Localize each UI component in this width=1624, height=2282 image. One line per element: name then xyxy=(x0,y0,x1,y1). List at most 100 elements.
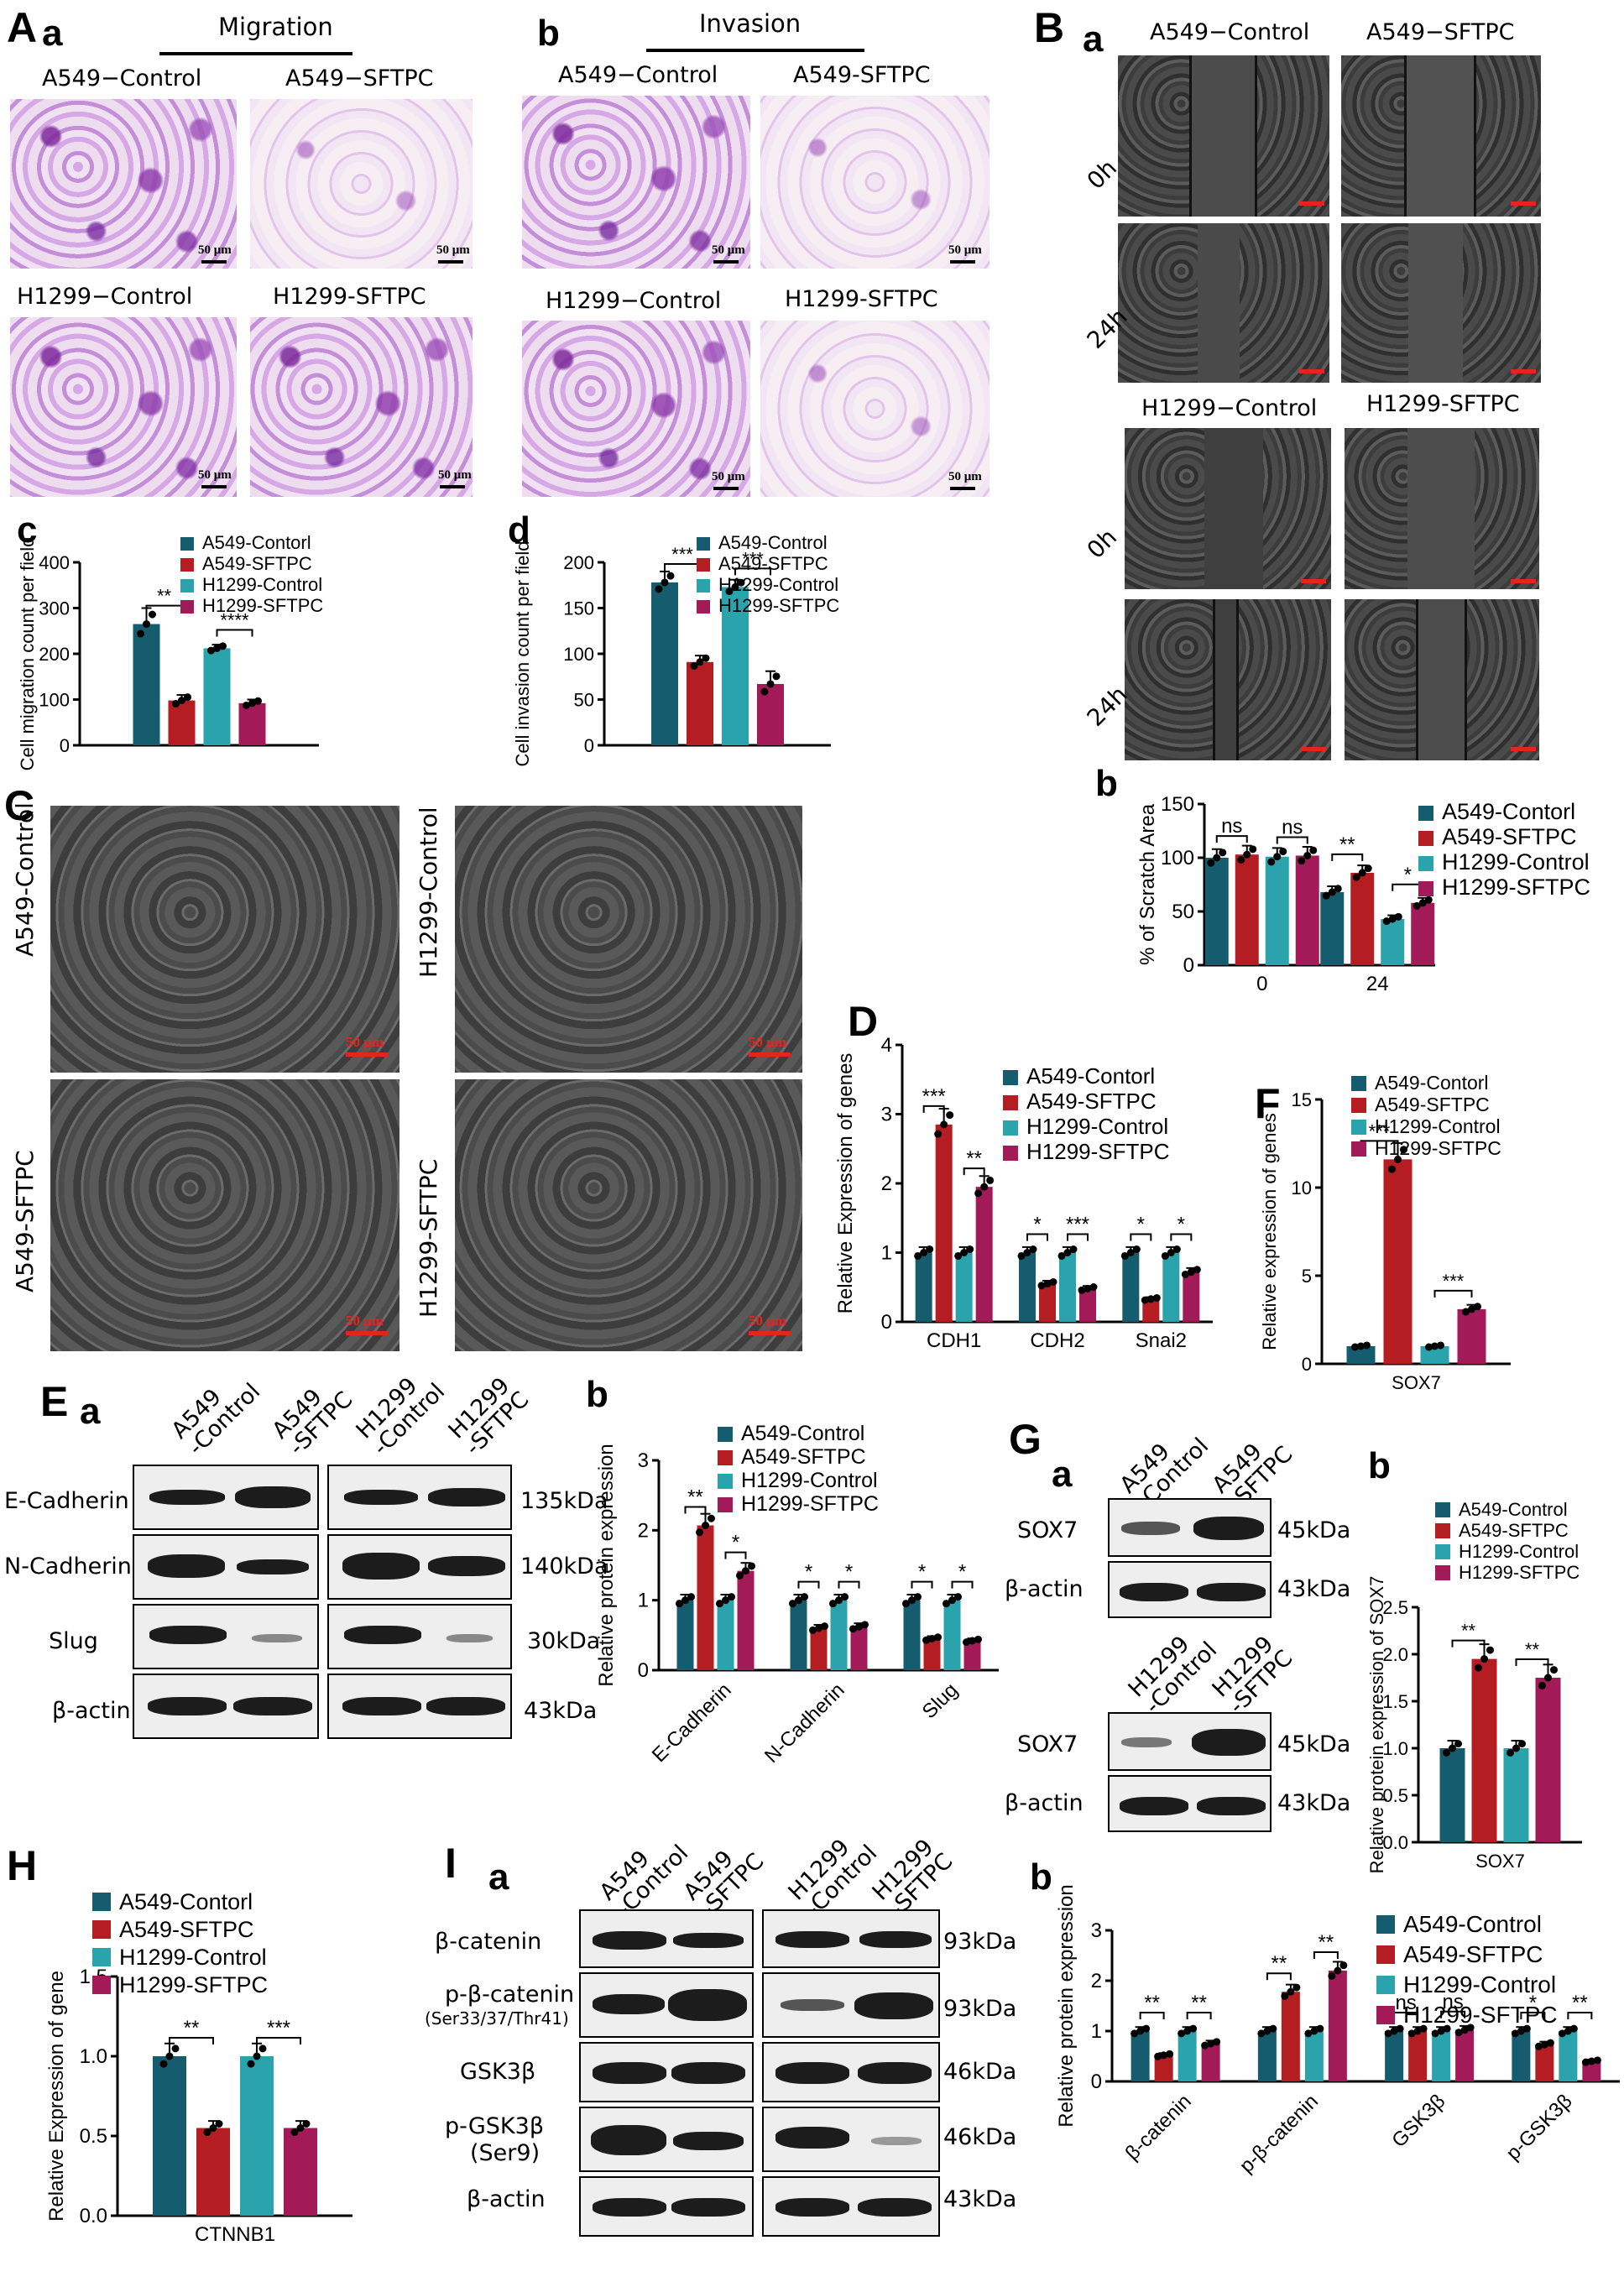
significance-label: **** xyxy=(220,609,249,630)
data-point xyxy=(1126,1249,1135,1256)
bar xyxy=(168,700,196,745)
bar xyxy=(1304,2031,1324,2081)
legend-swatch xyxy=(697,537,710,551)
chart-F: 0 5 10 15 Relative expression of genes SOX7 **… xyxy=(1259,1072,1511,1393)
data-point xyxy=(1512,1744,1520,1752)
time-label-0h: 0h xyxy=(1081,523,1123,564)
data-point xyxy=(716,1600,723,1608)
legend-swatch xyxy=(1003,1095,1018,1110)
data-point xyxy=(1474,1303,1481,1311)
bar xyxy=(850,1627,868,1670)
data-point xyxy=(920,1249,928,1256)
data-point xyxy=(1581,2058,1590,2066)
y-axis-label: Relative protein expression xyxy=(1055,1884,1078,2128)
panel-label-Eb: b xyxy=(586,1374,608,1415)
bar xyxy=(1201,2044,1220,2081)
y-axis-label: Relative expression of genes xyxy=(1259,1113,1280,1350)
blot-row-beta-actin: β-actin xyxy=(467,2186,546,2212)
bar xyxy=(687,661,713,745)
panel-label-Ab: b xyxy=(537,13,560,54)
kda-label: 93kDa xyxy=(943,1929,1017,1955)
significance-label: ns xyxy=(1282,816,1303,838)
significance-label: ns xyxy=(1221,815,1242,838)
data-point xyxy=(1384,2029,1392,2038)
scale-bar xyxy=(346,1331,388,1335)
scale-label: 50 μm xyxy=(346,1313,384,1329)
data-point xyxy=(835,1596,843,1605)
data-point xyxy=(1269,2024,1277,2033)
bar xyxy=(903,1600,921,1670)
y-tick-label: 3 xyxy=(638,1449,649,1472)
y-tick-label: 1 xyxy=(881,1242,892,1265)
data-point xyxy=(1466,2024,1475,2032)
data-point xyxy=(1237,855,1245,864)
blot-row-beta-catenin: β-catenin xyxy=(435,1929,542,1955)
data-point xyxy=(1534,2042,1543,2050)
data-point xyxy=(1424,896,1433,904)
data-point xyxy=(943,1600,950,1608)
data-point xyxy=(940,1120,948,1129)
scale-bar xyxy=(950,260,975,264)
x-tick-label: 0 xyxy=(1256,973,1267,995)
y-tick-label: 15 xyxy=(1292,1089,1312,1110)
data-point xyxy=(974,1635,982,1643)
scale-bar xyxy=(1511,201,1536,206)
bar xyxy=(1178,2031,1197,2081)
legend-label: A549-Contorl xyxy=(1442,799,1575,824)
scale-label: 50 μm xyxy=(749,1313,787,1329)
bar xyxy=(1559,2031,1578,2081)
significance-label: *** xyxy=(1066,1214,1089,1236)
scratch-h1299-control-0h xyxy=(1125,428,1331,589)
kda-label: 43kDa xyxy=(524,1698,598,1724)
micrograph-migration-h1299-sftpc xyxy=(250,317,473,497)
legend-swatch xyxy=(92,1976,111,1994)
data-point xyxy=(1396,2024,1404,2033)
blot-header-g-h1299-control: H1299 -Control xyxy=(1124,1621,1223,1720)
data-point xyxy=(1178,2029,1186,2038)
data-point xyxy=(1334,1966,1342,1975)
significance-label: ** xyxy=(966,1147,982,1170)
bar xyxy=(1281,1992,1300,2081)
data-point xyxy=(209,2124,217,2132)
bar xyxy=(1512,2031,1531,2081)
micrograph-invasion-h1299-sftpc xyxy=(760,321,990,497)
caption-b-a549-control: A549−Control xyxy=(1150,19,1310,45)
bar xyxy=(697,1525,714,1670)
bar xyxy=(1154,2055,1173,2081)
data-point xyxy=(1363,1341,1371,1350)
chart-D: 0 1 2 3 4 Relative Expression of genes CDH1 CDH… xyxy=(834,1034,1213,1352)
caption-c-h1299-sftpc: H1299-SFTPC xyxy=(415,1158,442,1318)
scratch-a549-control-24h xyxy=(1118,223,1329,383)
caption-b-a549-sftpc: A549−SFTPC xyxy=(1366,19,1515,45)
y-tick-label: 2 xyxy=(638,1519,649,1542)
caption-inv-h1299-control: H1299−Control xyxy=(546,288,722,314)
significance-label: * xyxy=(1529,1992,1537,2014)
legend-swatch xyxy=(180,537,194,551)
legend-label: H1299-Control xyxy=(1403,1971,1556,1997)
data-point xyxy=(1413,901,1421,910)
legend-label: A549-Control xyxy=(718,532,828,553)
significance-bracket xyxy=(1170,1233,1193,1241)
micrograph-migration-h1299-control xyxy=(10,317,237,497)
significance-bracket xyxy=(797,1580,820,1589)
data-point xyxy=(213,644,221,652)
significance-label: ** xyxy=(1339,833,1355,856)
data-point xyxy=(215,2119,223,2128)
data-point xyxy=(219,642,227,650)
x-tick-label: SOX7 xyxy=(1475,1851,1525,1872)
data-point xyxy=(1328,888,1336,896)
bar xyxy=(240,2056,274,2216)
data-point xyxy=(1292,1983,1301,1992)
legend-label: H1299-SFTPC xyxy=(119,1972,268,1997)
legend-label: A549-SFTPC xyxy=(1375,1094,1490,1115)
invasion-bar xyxy=(646,49,864,52)
bar xyxy=(830,1600,848,1670)
data-point xyxy=(1351,1343,1359,1351)
micrograph-c-h1299-sftpc xyxy=(455,1079,802,1351)
data-point xyxy=(914,1593,922,1601)
data-point xyxy=(1084,1284,1092,1292)
data-point xyxy=(1023,1249,1031,1256)
data-point xyxy=(1281,1992,1289,2000)
data-point xyxy=(1287,1987,1295,1996)
data-point xyxy=(1279,848,1287,856)
